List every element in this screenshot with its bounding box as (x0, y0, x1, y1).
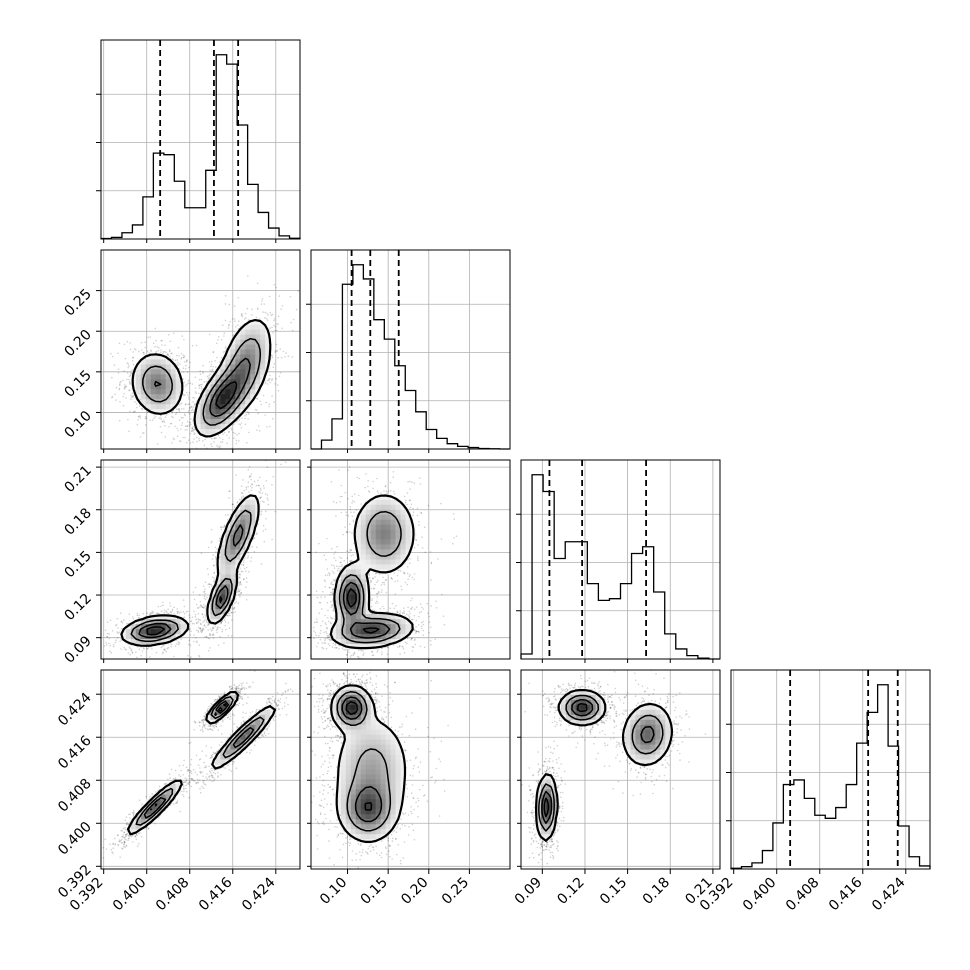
y-tick-label: 0.09 (61, 633, 94, 666)
panel-background (101, 670, 300, 869)
contour-level-3 (346, 588, 380, 634)
histogram-panel-3 (726, 669, 931, 870)
contour-level-2 (138, 524, 244, 639)
x-tick-label: 0.416 (826, 874, 866, 914)
histogram-panel-0 (96, 39, 301, 240)
histogram-panel-2 (516, 459, 721, 660)
panel-content (311, 460, 458, 659)
contour-level-2 (541, 698, 655, 824)
x-tick-label: 0.09 (512, 875, 545, 908)
scatter-panel-2-3 (520, 669, 721, 870)
contour-level-3 (543, 703, 588, 818)
contour-level-1 (142, 337, 262, 426)
contour-level-2 (342, 581, 391, 639)
scatter-panel-1-2 (310, 459, 511, 660)
panel-content (102, 670, 300, 859)
panel-content (521, 670, 707, 869)
scatter-panel-1-3 (310, 669, 511, 870)
histogram-step-1 (311, 264, 510, 450)
x-tick-label: 0.20 (398, 875, 431, 908)
contour-level-3 (146, 596, 223, 636)
y-tick-label: 0.21 (61, 463, 94, 496)
y-tick-label: 0.424 (55, 690, 95, 730)
x-tick-label: 0.408 (783, 875, 823, 915)
x-tick-label: 0.424 (239, 874, 279, 914)
contour-level-0 (535, 688, 673, 842)
x-tick-label: 0.15 (597, 875, 630, 908)
contour-level-0 (126, 690, 276, 836)
panel-background (311, 250, 510, 449)
panel-frame (100, 459, 301, 660)
histogram-step-3 (730, 684, 931, 869)
y-tick-label: 0.20 (61, 327, 94, 360)
panel-frame (310, 669, 511, 870)
panel-frame (100, 249, 301, 450)
x-tick-label: 0.12 (554, 875, 587, 908)
x-tick-label: 0.424 (869, 874, 909, 914)
contour-level-3 (215, 381, 238, 410)
contour-level-0 (120, 494, 260, 647)
contour-level-2 (143, 700, 255, 819)
x-tick-label: 0.400 (740, 875, 780, 915)
x-tick-label: 0.15 (358, 875, 391, 908)
scatter-panel-0-1 (100, 249, 301, 450)
y-tick-label: 0.416 (55, 733, 95, 773)
scatter-panel-0-3 (100, 669, 301, 870)
y-tick-label: 0.12 (61, 591, 94, 624)
contour-level-1 (538, 694, 664, 832)
y-tick-label: 0.15 (61, 367, 94, 400)
contour-level-2 (341, 696, 383, 823)
x-tick-label: 0.25 (439, 875, 472, 908)
y-tick-label: 0.10 (61, 408, 94, 441)
x-tick-label: 0.408 (153, 875, 193, 915)
panel-frame (100, 669, 301, 870)
contour-level-0 (131, 319, 272, 438)
histogram-step-0 (100, 54, 301, 240)
contour-level-0 (329, 494, 415, 650)
contour-level-3 (345, 700, 373, 811)
histogram-step-2 (520, 474, 720, 660)
panel-background (521, 460, 720, 659)
panel-background (521, 670, 720, 869)
histogram-panel-1 (306, 249, 511, 450)
x-tick-label: 0.416 (196, 874, 236, 914)
y-tick-label: 0.25 (61, 286, 94, 319)
scatter-panel-0-2 (100, 459, 301, 660)
y-tick-label: 0.408 (55, 776, 95, 816)
y-tick-label: 0.400 (55, 819, 95, 859)
panel-frame (310, 459, 511, 660)
panel-content (110, 275, 300, 449)
y-tick-label: 0.18 (61, 505, 94, 538)
panel-frame (520, 669, 721, 870)
panel-frame (310, 249, 511, 450)
panel-background (731, 670, 930, 869)
panel-background (101, 40, 300, 239)
panel-frame (100, 39, 301, 240)
x-tick-label: 0.400 (110, 875, 150, 915)
panel-frame (520, 459, 721, 660)
y-tick-label: 0.15 (61, 548, 94, 581)
contour-level-0 (330, 684, 407, 843)
contour-level-1 (338, 510, 402, 644)
panel-frame (730, 669, 931, 870)
x-tick-label: 0.18 (640, 875, 673, 908)
contour-level-1 (135, 696, 265, 826)
panel-content (311, 670, 449, 869)
contour-level-1 (336, 691, 392, 832)
contour-level-3 (149, 703, 227, 811)
panel-content (101, 460, 287, 659)
contour-level-2 (154, 357, 251, 418)
x-tick-label: 0.10 (317, 875, 350, 908)
contour-level-1 (130, 509, 252, 642)
